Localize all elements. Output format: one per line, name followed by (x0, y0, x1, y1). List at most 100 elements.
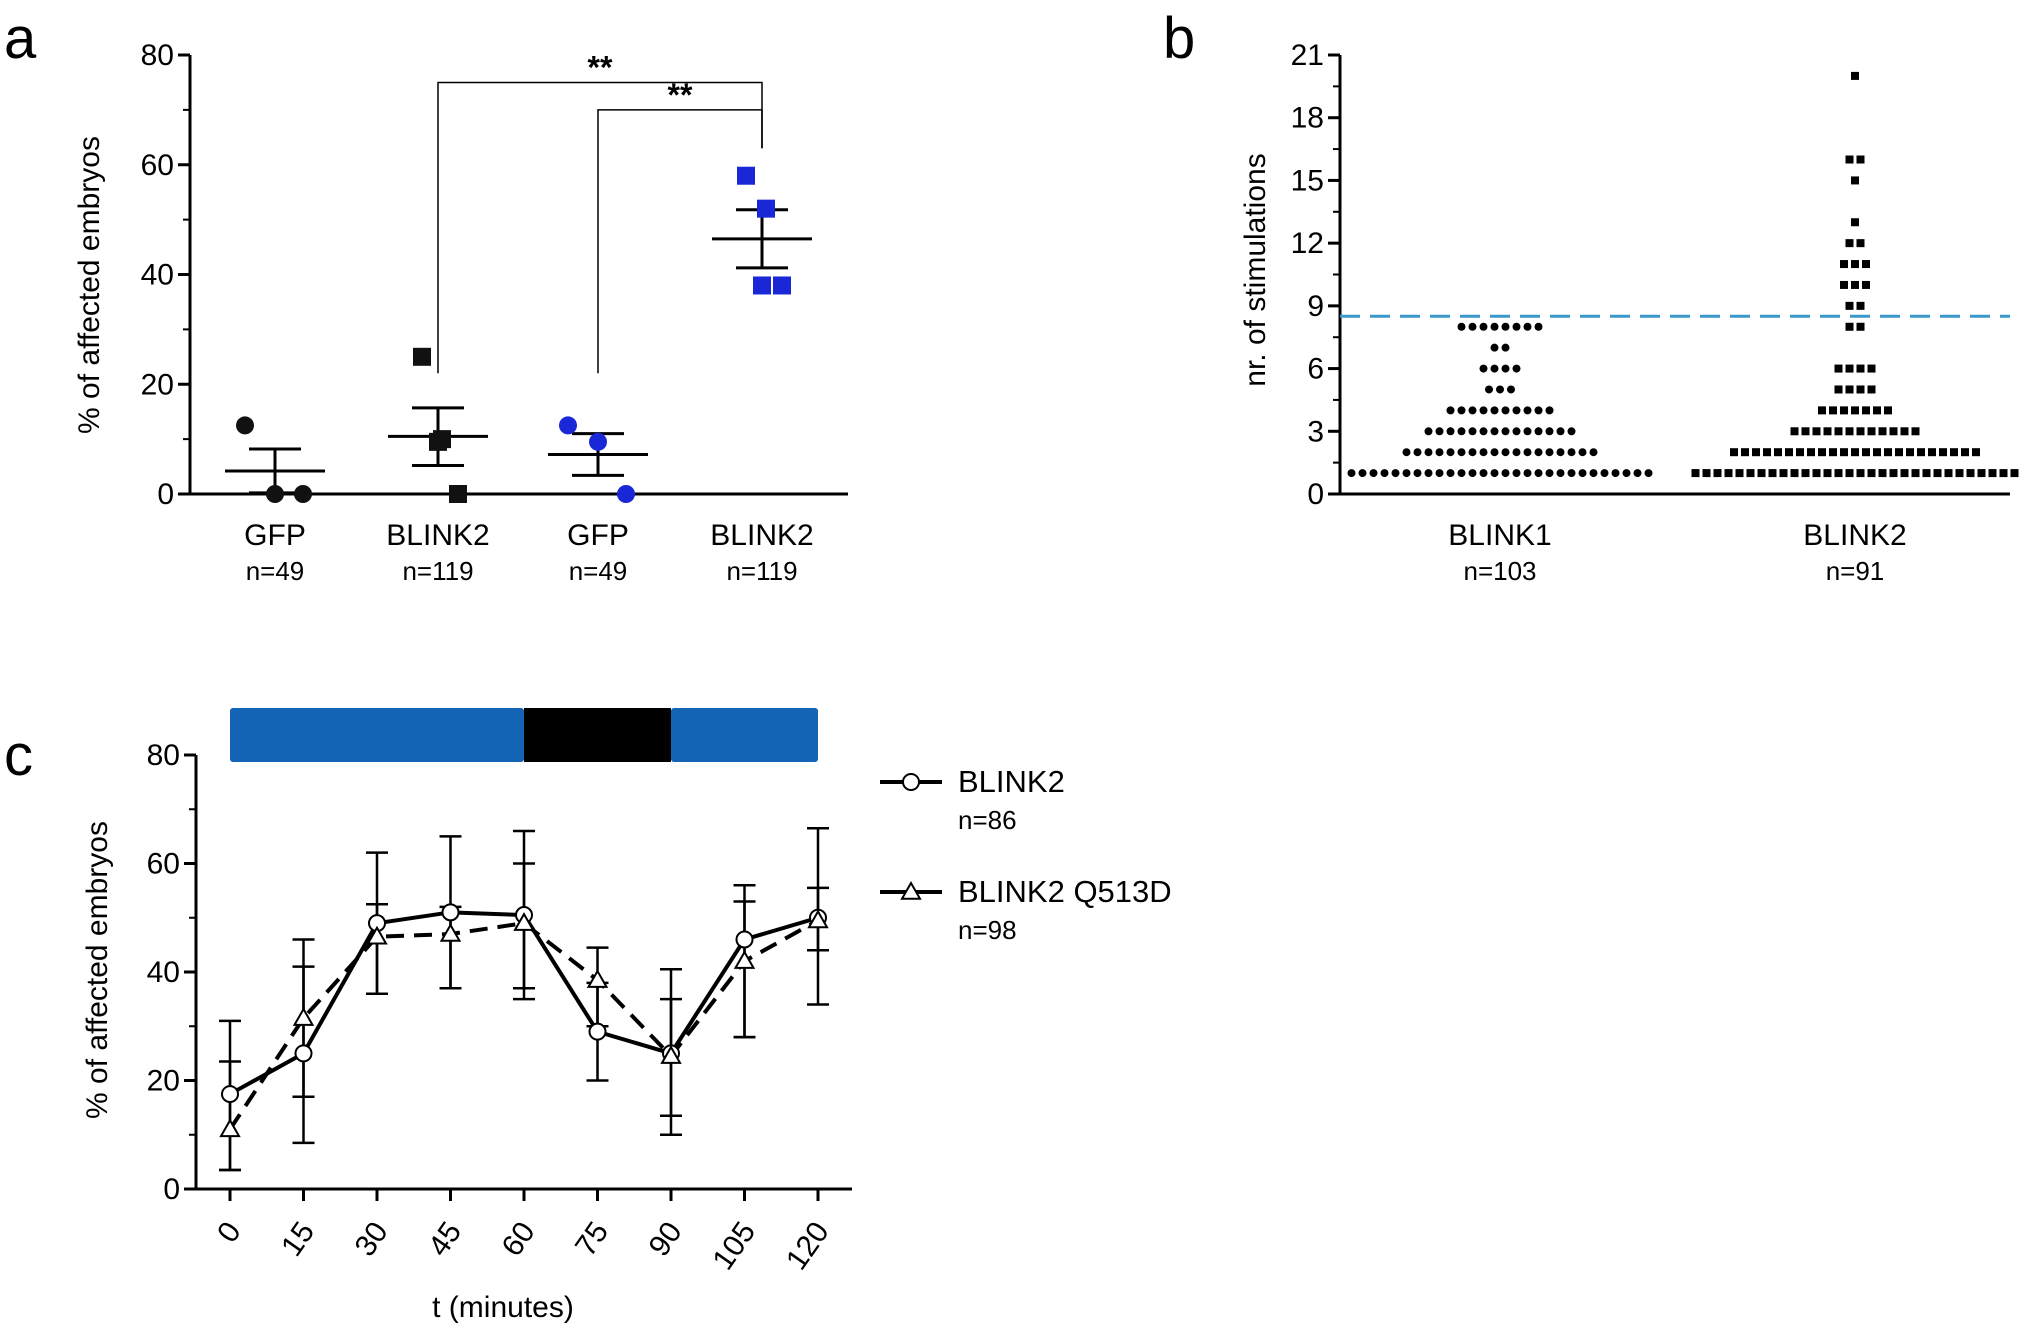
panel-b-data-point (1468, 322, 1477, 331)
panel-a-category-label: GFP (244, 519, 306, 552)
panel-c-y-tick-label: 20 (147, 1065, 180, 1098)
panel-b-data-point (1644, 469, 1653, 478)
panel-c-data-point-blink2 (441, 903, 460, 922)
panel-b-data-point (1578, 448, 1587, 457)
panel-b-data-point (1501, 406, 1510, 415)
panel-b-data-point (1534, 406, 1543, 415)
panel-b-data-point (1534, 448, 1543, 457)
panel-b-data-point (1457, 469, 1466, 478)
panel-b-data-point (1917, 448, 1925, 457)
panel-b-data-point (1358, 469, 1367, 478)
panel-b-data-point (1796, 448, 1804, 457)
panel-b-data-point (1501, 343, 1510, 352)
panel-b-data-point (1851, 71, 1859, 80)
panel-b-data-point (1873, 448, 1881, 457)
panel-b-data-point (1512, 364, 1521, 373)
panel-b-data-point (1633, 469, 1642, 478)
panel-b-data-point (1545, 469, 1554, 478)
panel-b-data-point (1347, 469, 1356, 478)
panel-a-data-point (413, 347, 431, 366)
panel-c-x-axis-label: t (minutes) (432, 1291, 574, 1324)
panel-b-data-point (1801, 469, 1810, 478)
panel-b-data-point (1944, 469, 1953, 478)
panel-c-data-point-blink2-q513d (439, 923, 462, 942)
panel-b-data-point (1567, 427, 1576, 436)
panel-c-data-point-blink2 (588, 1022, 607, 1041)
panel-b-data-point (1485, 385, 1493, 394)
panel-c-data-point-blink2-q513d (733, 950, 756, 969)
panel-b-data-point (1845, 301, 1854, 310)
panel-b-data-point (1845, 364, 1854, 373)
panel-b-data-point (1884, 448, 1892, 457)
panel-a-y-axis-label: % of affected embryos (73, 136, 106, 434)
panel-a-data-point (617, 485, 635, 503)
panel-c-series-line-blink2-q513d (228, 918, 819, 1131)
panel-b-data-point (1928, 448, 1936, 457)
panel-b-data-point (1856, 427, 1865, 436)
panel-b-data-point (1873, 406, 1881, 415)
panel-b-data-point (1490, 469, 1499, 478)
panel-b-data-point (1851, 176, 1859, 185)
panel-b-data-point (1856, 469, 1865, 478)
panel-b-data-point (1790, 469, 1799, 478)
panel-b-data-point (1534, 322, 1543, 331)
panel-b-data-point (1862, 280, 1870, 289)
panel-b-data-point (1790, 427, 1799, 436)
panel-b-data-point (1567, 448, 1576, 457)
panel-b-data-point (1402, 469, 1411, 478)
panel-a-significance-label: ** (588, 49, 613, 85)
panel-b-data-point (1600, 469, 1609, 478)
panel-b-data-point (1512, 427, 1521, 436)
panel-b-data-point (1889, 427, 1898, 436)
panel-b-data-point (1479, 322, 1488, 331)
panel-b-data-point (1823, 469, 1832, 478)
panel-b-n-label: n=91 (1826, 556, 1885, 586)
panel-a-significance-bracket (437, 81, 763, 374)
panel-b-data-point (1939, 448, 1947, 457)
panel-c-data-point-blink2 (294, 1044, 313, 1063)
panel-c-x-tick-label: 60 (496, 1216, 542, 1262)
panel-c-legend: BLINK2 n=86 BLINK2 Q513D n=98 (958, 764, 1172, 945)
panel-b-data-point (1752, 448, 1760, 457)
panel-b-data-point (1691, 469, 1700, 478)
panel-b-data-point (1567, 469, 1576, 478)
panel-b-data-point (1424, 469, 1433, 478)
panel-c-x-tick-label: 0 (211, 1216, 248, 1249)
panel-b-letter: b (1163, 6, 1195, 71)
panel-b-data-point (1479, 427, 1488, 436)
panel-b-data-point (1479, 406, 1488, 415)
panel-b-data-point (2010, 469, 2019, 478)
panel-b-data-point (1801, 427, 1810, 436)
panel-b-data-point (1900, 427, 1909, 436)
panel-b-data-point (1812, 427, 1821, 436)
panel-c-stimulation-segment (524, 708, 671, 762)
panel-b-data-point (1523, 427, 1532, 436)
panel-c-data-point-blink2 (735, 930, 754, 949)
panel-b-data-point (1741, 448, 1749, 457)
panel-c-y-tick-label: 60 (147, 848, 180, 881)
panel-b-data-point (1851, 448, 1859, 457)
panel-b-category-label: BLINK1 (1448, 519, 1551, 552)
panel-b-data-point (1840, 260, 1848, 269)
panel-b-data-point (1435, 448, 1444, 457)
panel-b-data-point (1829, 406, 1837, 415)
panel-c-x-tick-label: 30 (349, 1216, 395, 1262)
panel-c-x-tick-label: 75 (569, 1216, 615, 1262)
panel-b-data-point (1523, 406, 1532, 415)
panel-b-data-point (1840, 406, 1848, 415)
panel-a-category-label: BLINK2 (710, 519, 813, 552)
panel-a-chart: % of affected embryos 0 20 40 60 80 GFP n=49 BL… (73, 39, 848, 586)
panel-c-y-tick-label: 80 (147, 739, 180, 772)
panel-a-y-tick-label: 60 (141, 149, 174, 182)
panel-b-data-point (1922, 469, 1931, 478)
panel-b-data-point (1933, 469, 1942, 478)
panel-b-data-point (1911, 469, 1920, 478)
panel-b-data-point (1446, 448, 1455, 457)
panel-c-data-point-blink2-q513d (292, 1007, 315, 1026)
panel-b-data-point (1845, 469, 1854, 478)
panel-b-data-point (1878, 469, 1887, 478)
panel-b-data-point (1906, 448, 1914, 457)
panel-a-data-point (266, 485, 284, 503)
panel-b-data-point (1457, 322, 1466, 331)
panel-b-data-point (1446, 469, 1455, 478)
